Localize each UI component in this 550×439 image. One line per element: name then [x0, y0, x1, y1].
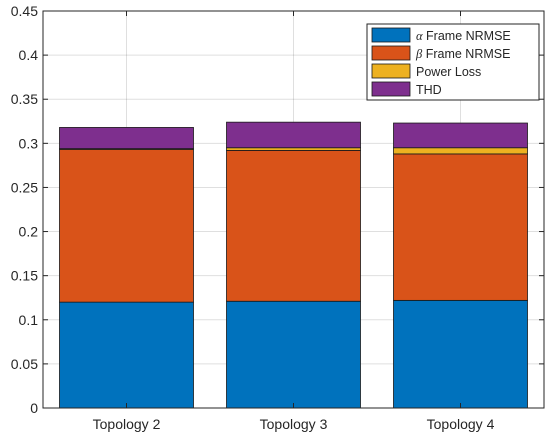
- y-tick-label: 0.2: [19, 224, 39, 240]
- x-tick-labels: Topology 2 Topology 3 Topology 4: [93, 416, 495, 432]
- y-tick-label: 0.05: [11, 356, 38, 372]
- bar-segment-thd: [226, 121, 361, 149]
- bar-segment-frame-nrmse: [226, 149, 361, 302]
- x-tick-label: Topology 2: [93, 416, 161, 432]
- x-tick-label: Topology 4: [427, 416, 495, 432]
- legend-entry-label: β Frame NRMSE: [415, 47, 510, 61]
- legend-swatch: [371, 27, 411, 43]
- y-tick-label: 0.45: [11, 3, 38, 19]
- bar-segment-frame-nrmse: [393, 299, 528, 409]
- bar-segment-frame-nrmse: [59, 149, 194, 303]
- x-tick-label: Topology 3: [260, 416, 328, 432]
- axis-ticks: [43, 10, 544, 409]
- legend-entry-label: Power Loss: [416, 65, 481, 79]
- legend-entry-label: THD: [416, 83, 442, 97]
- y-tick-label: 0.4: [19, 47, 39, 63]
- y-tick-labels: 0 0.05 0.1 0.15 0.2 0.25 0.3 0.35 0.4 0.45: [11, 3, 38, 416]
- bar-segment-frame-nrmse: [226, 300, 361, 409]
- bars: [59, 121, 528, 409]
- legend-greek-symbol: α: [416, 29, 423, 43]
- y-tick-label: 0: [30, 400, 38, 416]
- bar-segment-power-loss: [393, 147, 528, 155]
- legend-entry-label: α Frame NRMSE: [416, 29, 511, 43]
- bar-segment-thd: [393, 122, 528, 149]
- y-tick-label: 0.1: [19, 312, 39, 328]
- y-tick-label: 0.3: [19, 135, 39, 151]
- legend-label-text: Frame NRMSE: [423, 29, 511, 43]
- legend-label-text: THD: [416, 83, 442, 97]
- y-tick-label: 0.25: [11, 179, 38, 195]
- legend-swatch: [371, 45, 411, 61]
- legend-label-text: Power Loss: [416, 65, 481, 79]
- legend-greek-symbol: β: [415, 47, 423, 61]
- bar-segment-frame-nrmse: [59, 301, 194, 409]
- legend-swatch: [371, 81, 411, 97]
- legend-swatch: [371, 63, 411, 79]
- y-tick-label: 0.35: [11, 91, 38, 107]
- bar-segment-thd: [59, 127, 194, 150]
- y-tick-label: 0.15: [11, 268, 38, 284]
- legend-label-text: Frame NRMSE: [422, 47, 510, 61]
- bar-segment-frame-nrmse: [393, 153, 528, 301]
